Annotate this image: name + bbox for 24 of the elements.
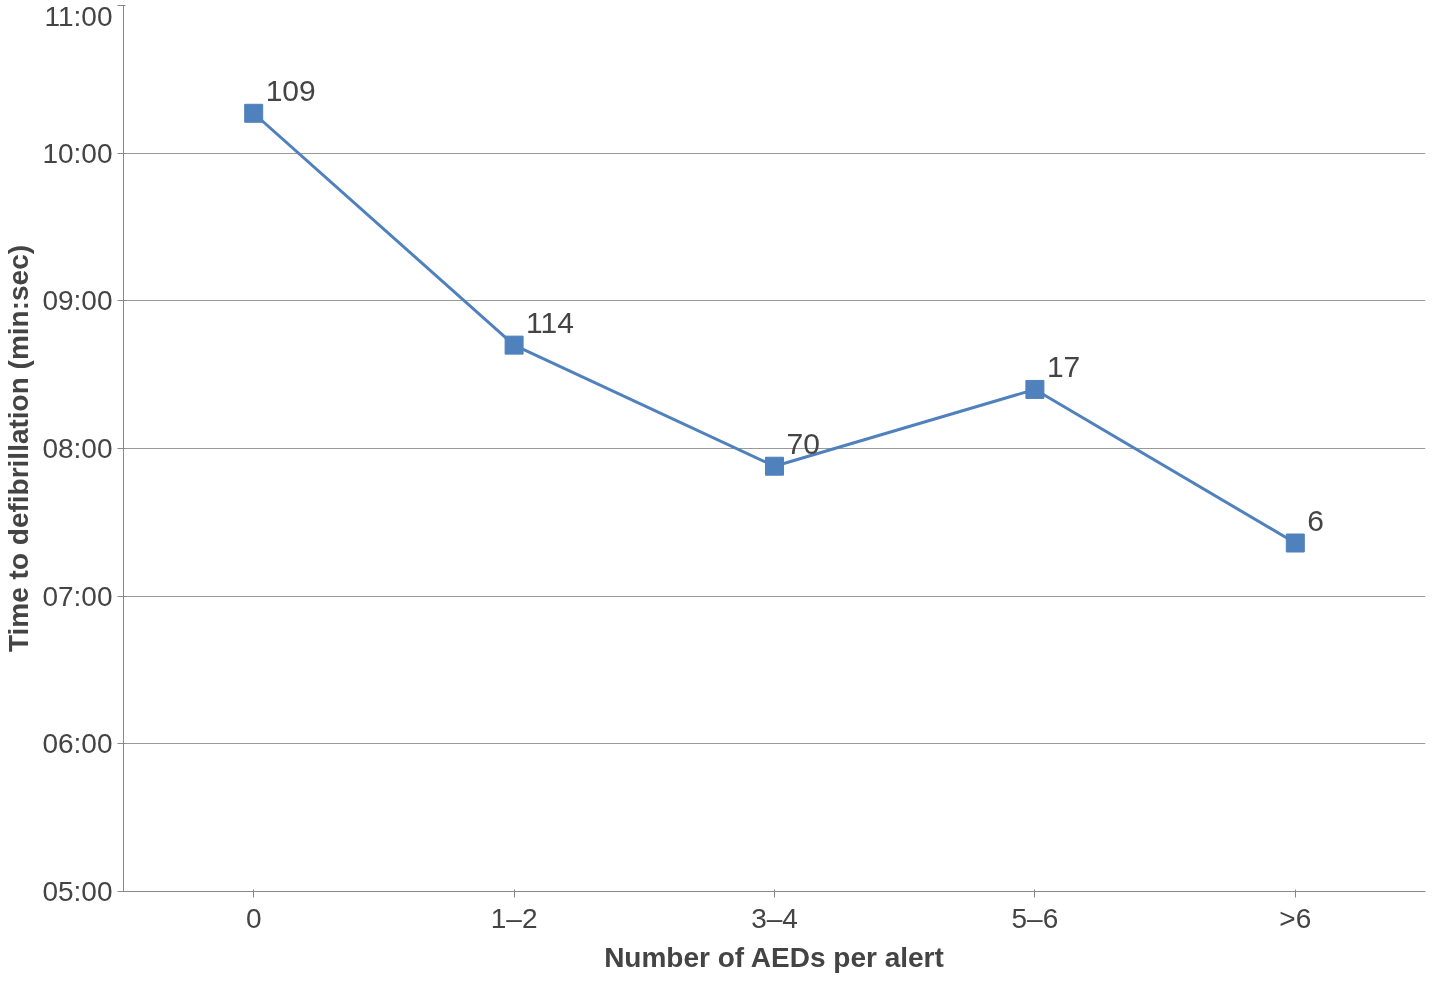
annotation: 70 [786,427,820,461]
point [244,103,264,123]
point [1285,533,1305,553]
y-tick-label: 07:00 [42,580,113,612]
annotation: 17 [1046,350,1081,384]
annotation: 6 [1307,504,1324,538]
annotation: 109 [265,74,316,108]
x-axis-title: Number of AEDs per alert [604,941,944,973]
x-tick-label: 3–4 [751,902,798,934]
point [765,456,784,476]
y-tick-label: 06:00 [42,728,113,760]
y-axis-title: Time to defibrillation (min:sec) [3,244,35,653]
point [504,335,524,355]
x-tick-label: 5–6 [1011,902,1059,934]
y-tick-label: 10:00 [42,137,113,169]
point [1025,379,1045,399]
y-tick-label: 09:00 [42,285,113,317]
y-tick-label: 11:00 [44,0,113,32]
y-tick-label: 08:00 [42,433,113,464]
annotation: 114 [526,306,574,340]
x-tick-label: >6 [1279,902,1312,934]
y-tick-label: 05:00 [42,876,113,907]
x-tick-label: 0 [245,902,262,934]
x-tick-label: 1–2 [490,902,538,934]
